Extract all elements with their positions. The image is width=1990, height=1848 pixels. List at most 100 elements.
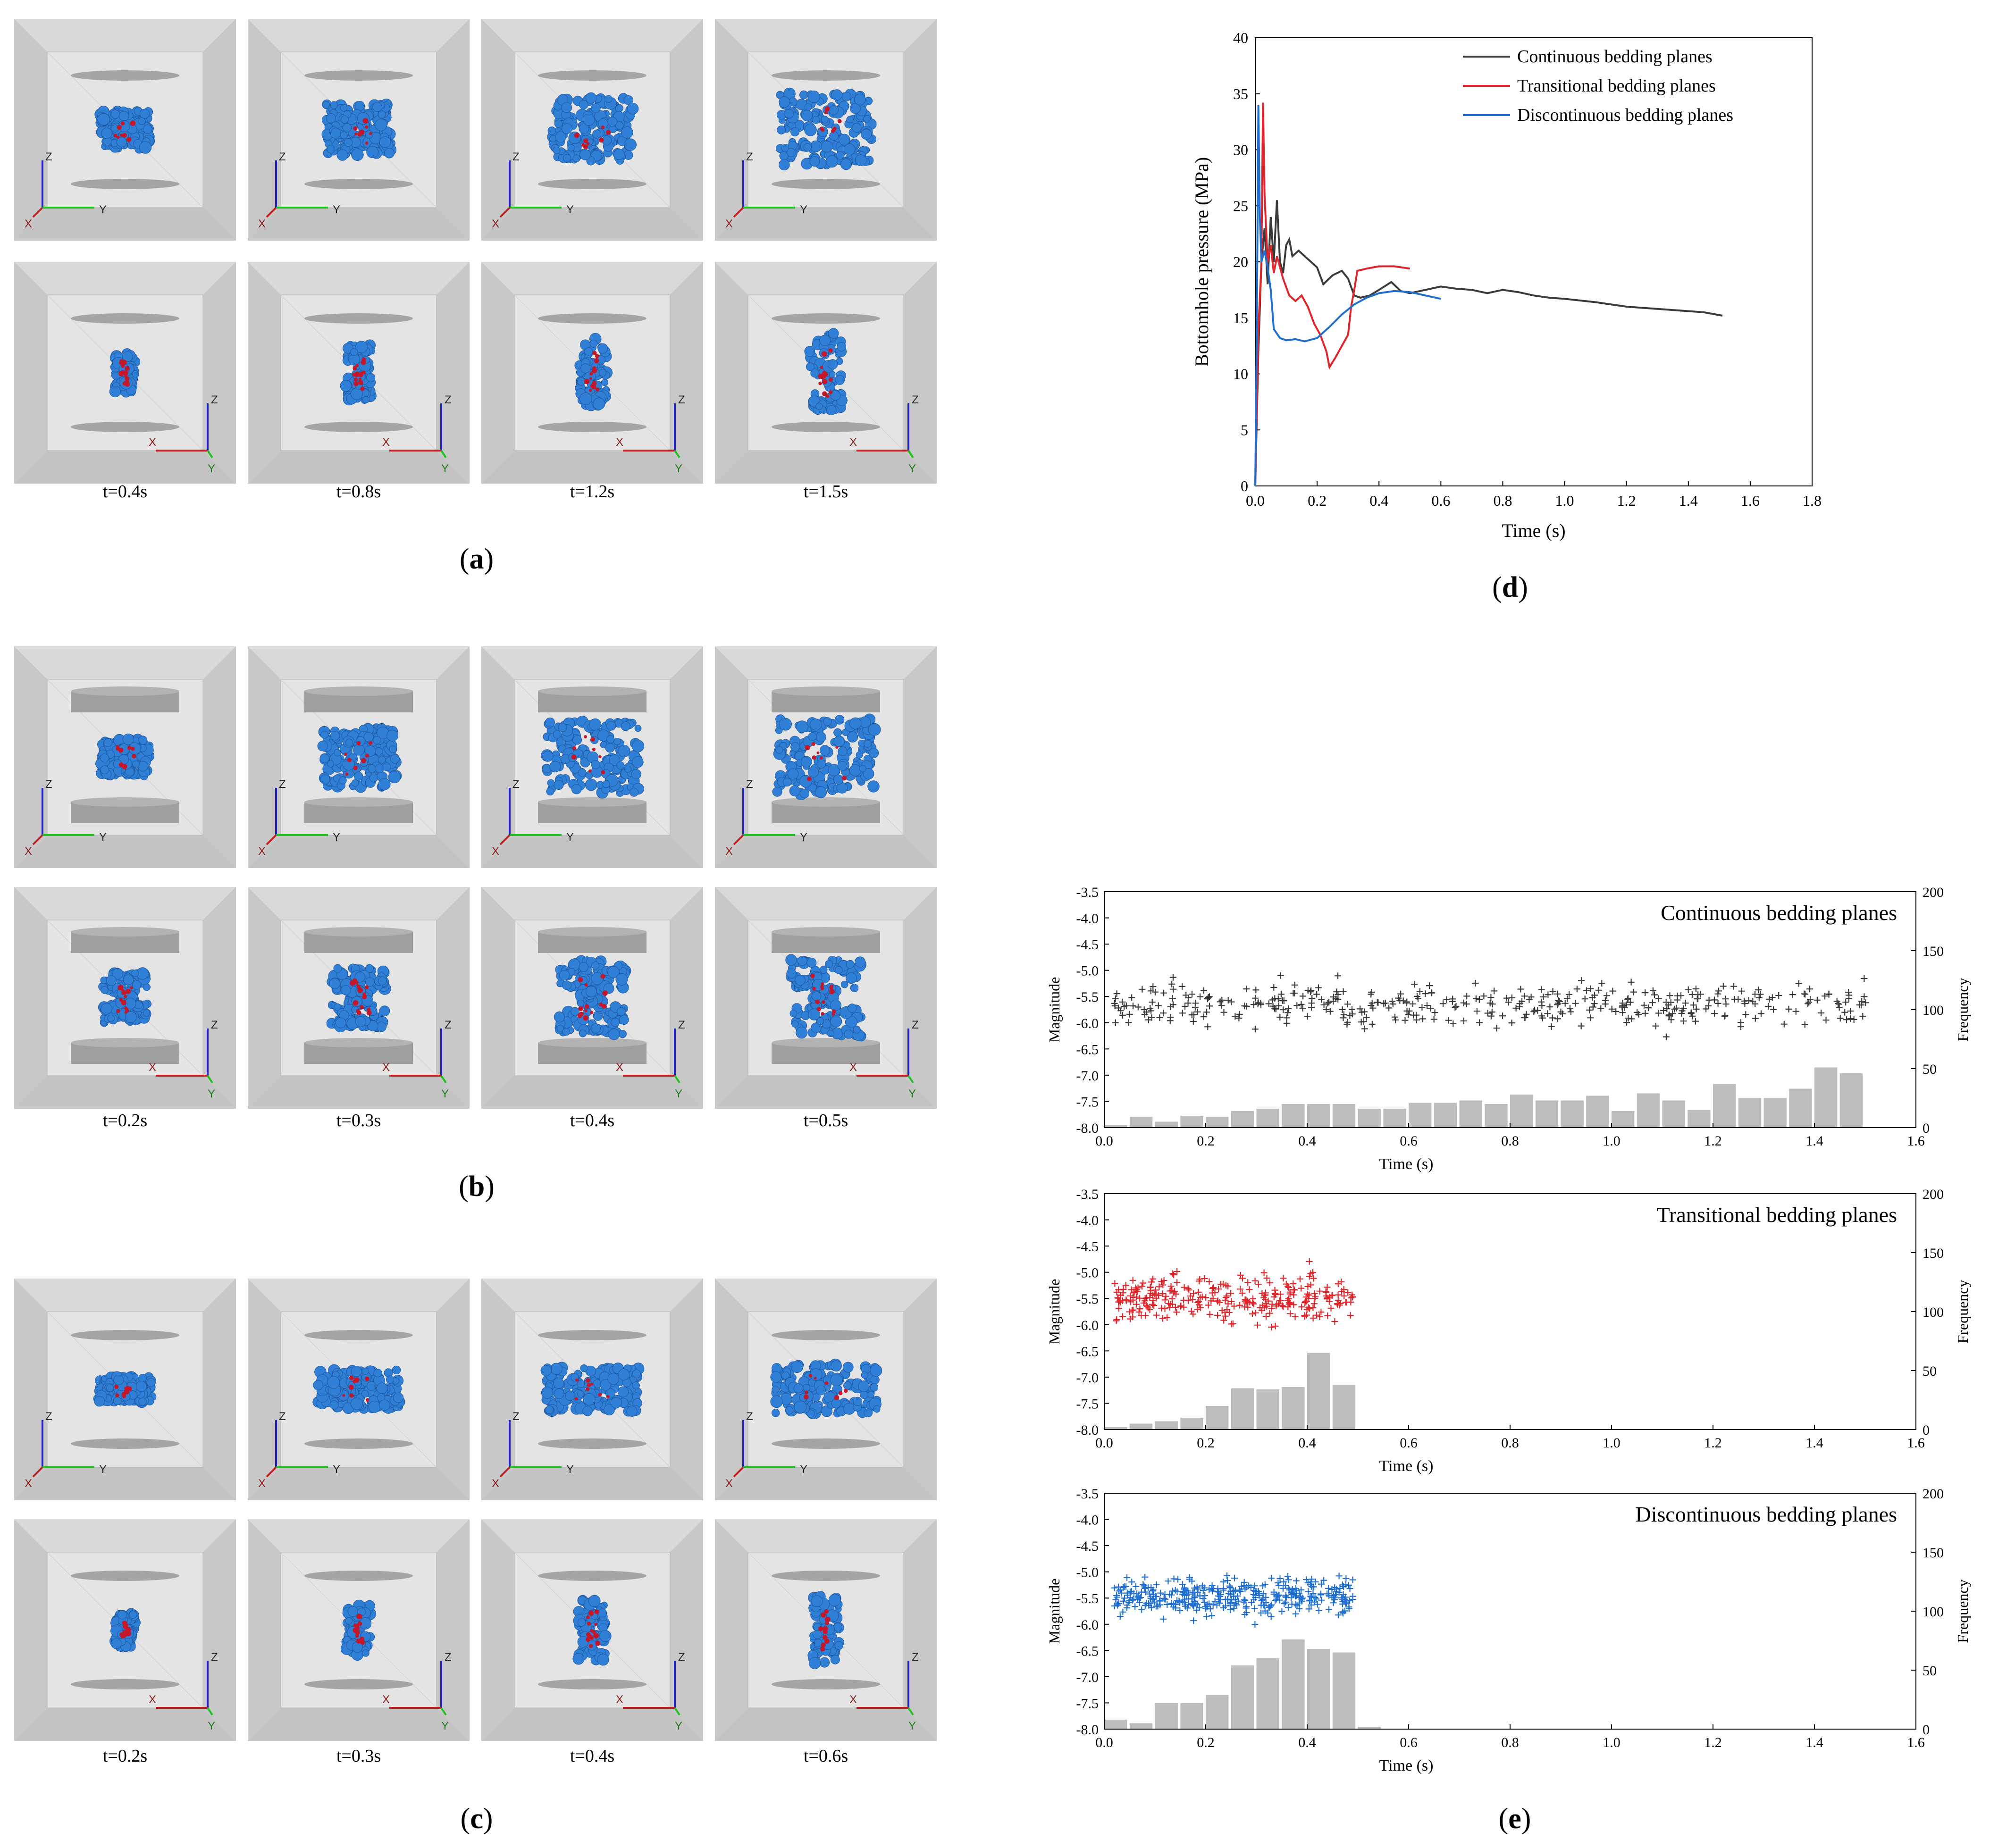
box-left-wall xyxy=(248,887,281,1109)
y-tick-label: 0 xyxy=(1241,477,1248,494)
box-bottom-wall xyxy=(248,835,470,868)
x-axis-label: X xyxy=(725,845,733,858)
tile-scene: Z X Y xyxy=(481,887,703,1109)
tile-scene: Z X Y xyxy=(715,262,937,484)
box-left-wall xyxy=(715,887,748,1109)
box-top-wall xyxy=(481,1279,703,1312)
y-axis-label: Y xyxy=(333,1463,340,1476)
legend-label: Discontinuous bedding planes xyxy=(1517,105,1733,125)
series-line xyxy=(1254,105,1441,486)
frequency-bar xyxy=(1206,1117,1229,1128)
y-tick-label: -7.0 xyxy=(1076,1670,1099,1685)
x-axis-label: X xyxy=(382,1693,390,1706)
y2-tick-label: 150 xyxy=(1923,944,1944,959)
z-axis-label: Z xyxy=(746,778,753,791)
frequency-bar xyxy=(1383,1109,1406,1128)
box-left-wall xyxy=(248,1519,281,1741)
box-diagonal xyxy=(514,51,671,208)
frequency-bar xyxy=(1713,1084,1736,1128)
y-axis-label: Y xyxy=(675,1087,682,1100)
box-bottom-wall xyxy=(481,208,703,241)
frequency-bar xyxy=(1612,1111,1635,1128)
lower-platen-top xyxy=(304,797,413,807)
frequency-bar xyxy=(1535,1100,1559,1128)
legend-label: Continuous bedding planes xyxy=(1517,47,1713,67)
time-label-a-2: t=0.8s xyxy=(336,482,381,502)
box-bottom-wall xyxy=(248,1708,470,1741)
fracture-cloud xyxy=(554,955,631,1040)
upper-platen-top xyxy=(538,686,647,696)
upper-platen xyxy=(71,1330,179,1340)
y-axis-label: Y xyxy=(566,831,574,844)
box-right-wall xyxy=(670,1519,703,1741)
box-left-wall xyxy=(14,646,47,868)
x-axis-label: X xyxy=(492,1477,499,1490)
x-axis xyxy=(499,834,511,845)
x-axis-label: X xyxy=(492,217,499,230)
frequency-bar xyxy=(1104,1720,1127,1729)
upper-platen xyxy=(772,313,880,324)
pressure-chart: 0.0 0.2 0.4 0.6 0.8 1.0 1.2 1.4 1.6 1.8 0 5 10 15 20 25… xyxy=(1191,29,1822,541)
box-left-wall xyxy=(715,646,748,868)
y-axis-label: Y xyxy=(566,1463,574,1476)
fracture-cloud xyxy=(804,328,848,416)
simulation-tile: Z Y X xyxy=(481,19,703,241)
lower-platen-top xyxy=(538,797,647,807)
frequency-bar xyxy=(1282,1639,1305,1729)
x-tick-label: 0.4 xyxy=(1298,1435,1316,1451)
box-left-wall xyxy=(715,19,748,241)
z-axis-label: Z xyxy=(445,1019,452,1031)
y2-tick-label: 150 xyxy=(1923,1545,1944,1561)
box-bottom-wall xyxy=(715,451,937,484)
box-left-wall xyxy=(481,887,514,1109)
y-tick-label: -8.0 xyxy=(1076,1121,1099,1136)
upper-platen xyxy=(538,70,647,81)
y-axis-label: Y xyxy=(908,1720,916,1732)
x-axis xyxy=(266,1466,277,1478)
box-right-wall xyxy=(437,262,470,484)
time-label-a-4: t=1.5s xyxy=(803,482,848,502)
fracture-cloud xyxy=(574,333,613,411)
box-bottom-wall xyxy=(715,1467,937,1500)
fracture-cloud xyxy=(547,92,639,166)
y2-tick-label: 0 xyxy=(1923,1722,1930,1738)
x-tick-label: 1.4 xyxy=(1805,1435,1823,1451)
z-axis-label: Z xyxy=(912,1019,919,1031)
x-tick-label: 0.0 xyxy=(1095,1133,1113,1149)
lower-platen xyxy=(304,422,413,432)
y2-tick-label: 100 xyxy=(1923,1604,1944,1620)
x-tick-label: 0.0 xyxy=(1246,492,1265,509)
x-tick-label: 0.8 xyxy=(1501,1435,1519,1451)
y-tick-label: -4.5 xyxy=(1076,1239,1099,1254)
box-right-wall xyxy=(670,19,703,241)
y2-axis-title: Frequency xyxy=(1954,1279,1971,1343)
series-line xyxy=(1254,102,1411,486)
y-tick-label: 25 xyxy=(1233,197,1248,214)
x-tick-label: 1.6 xyxy=(1907,1435,1925,1451)
y-tick-label: -8.0 xyxy=(1076,1422,1099,1438)
y-axis-label: Y xyxy=(800,203,807,216)
upper-platen-top xyxy=(71,927,179,937)
box-left-wall xyxy=(715,1279,748,1500)
upper-platen-top xyxy=(538,927,647,937)
lower-platen xyxy=(304,179,413,189)
box-right-wall xyxy=(437,887,470,1109)
simulation-tile: Z X Y xyxy=(481,887,703,1109)
simulation-tile: Z Y X xyxy=(715,19,937,241)
simulation-tile: Z X Y xyxy=(715,1519,937,1741)
box-bottom-wall xyxy=(14,208,236,241)
simulation-tile: Z X Y xyxy=(14,887,236,1109)
tile-scene: Z Y X xyxy=(481,646,703,868)
tile-scene: Z X Y xyxy=(481,1519,703,1741)
box-bottom-wall xyxy=(14,835,236,868)
x-tick-label: 1.6 xyxy=(1741,492,1760,509)
tile-scene: Z Y X xyxy=(481,1279,703,1500)
y2-tick-label: 100 xyxy=(1923,1304,1944,1320)
tile-scene: Z X Y xyxy=(14,262,236,484)
magnitude-scatter xyxy=(1111,1572,1356,1628)
box-right-wall xyxy=(904,887,937,1109)
y-tick-label: 20 xyxy=(1233,253,1248,270)
upper-platen xyxy=(304,1571,413,1581)
x-tick-label: 1.2 xyxy=(1704,1435,1722,1451)
time-label-b-4: t=0.5s xyxy=(803,1111,848,1130)
